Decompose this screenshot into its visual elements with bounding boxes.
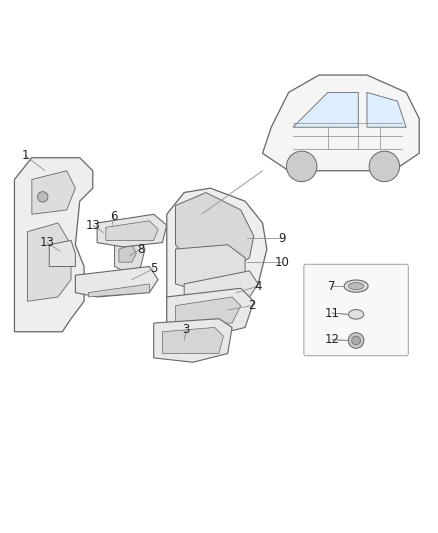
Text: 8: 8 [137,243,145,256]
Text: 2: 2 [248,299,255,312]
Circle shape [60,249,69,258]
Text: 3: 3 [183,323,190,336]
Polygon shape [88,284,149,297]
Text: 6: 6 [110,210,117,223]
Polygon shape [262,75,419,171]
Polygon shape [176,245,245,297]
Text: 1: 1 [21,149,29,162]
Polygon shape [99,223,117,238]
Text: 9: 9 [279,232,286,245]
Polygon shape [28,223,71,301]
Text: 11: 11 [325,306,339,320]
Circle shape [348,333,364,349]
Polygon shape [119,245,136,262]
Polygon shape [167,188,267,332]
Circle shape [102,225,111,234]
Text: 4: 4 [254,280,262,293]
FancyBboxPatch shape [304,264,408,356]
Polygon shape [97,214,167,247]
Polygon shape [154,319,232,362]
Polygon shape [106,221,158,240]
Polygon shape [75,266,158,297]
Text: 10: 10 [275,256,290,269]
Text: 7: 7 [328,280,336,293]
Polygon shape [367,92,406,127]
Polygon shape [14,158,93,332]
Ellipse shape [349,310,364,319]
Text: 13: 13 [85,219,100,232]
Text: 12: 12 [325,333,339,346]
Ellipse shape [349,282,364,289]
Polygon shape [115,236,145,275]
Polygon shape [176,297,241,323]
Polygon shape [176,192,254,271]
Polygon shape [32,171,75,214]
Polygon shape [184,271,258,301]
Polygon shape [167,288,254,336]
Polygon shape [162,327,223,353]
Ellipse shape [344,280,368,292]
Circle shape [369,151,399,182]
Circle shape [38,192,48,202]
Circle shape [286,151,317,182]
Text: 13: 13 [40,236,54,249]
Circle shape [352,336,360,345]
Text: 5: 5 [150,262,157,275]
Polygon shape [293,92,358,127]
Polygon shape [49,240,75,266]
